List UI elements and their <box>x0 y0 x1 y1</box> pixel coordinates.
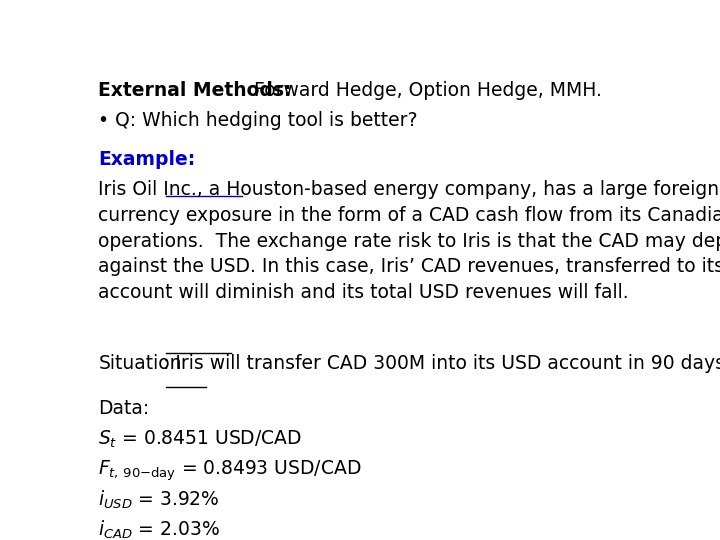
Text: Iris Oil Inc., a Houston-based energy company, has a large foreign
currency expo: Iris Oil Inc., a Houston-based energy co… <box>99 180 720 302</box>
Text: : Iris will transfer CAD 300M into its USD account in 90 days.: : Iris will transfer CAD 300M into its U… <box>163 354 720 373</box>
Text: $F_{t,\,90\mathsf{-day}}$ = 0.8493 USD/CAD: $F_{t,\,90\mathsf{-day}}$ = 0.8493 USD/C… <box>99 458 362 483</box>
Text: $i_{CAD}$ = 2.03%: $i_{CAD}$ = 2.03% <box>99 518 220 540</box>
Text: Forward Hedge, Option Hedge, MMH.: Forward Hedge, Option Hedge, MMH. <box>248 82 602 100</box>
Text: • Q: Which hedging tool is better?: • Q: Which hedging tool is better? <box>99 111 418 130</box>
Text: Situation: Situation <box>99 354 182 373</box>
Text: External Methods:: External Methods: <box>99 82 292 100</box>
Text: $S_t$ = 0.8451 USD/CAD: $S_t$ = 0.8451 USD/CAD <box>99 429 302 450</box>
Text: Data:: Data: <box>99 399 150 418</box>
Text: $i_{USD}$ = 3.92%: $i_{USD}$ = 3.92% <box>99 489 220 511</box>
Text: Example:: Example: <box>99 150 196 169</box>
